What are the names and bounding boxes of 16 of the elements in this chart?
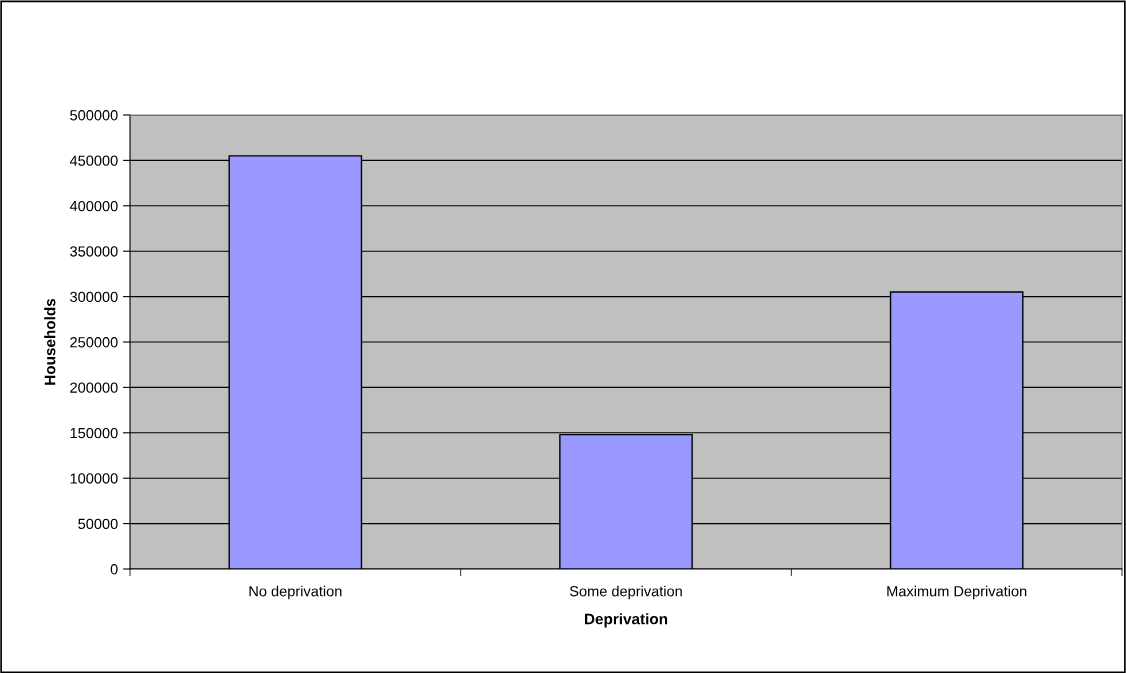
y-tick-label: 350000 — [70, 246, 118, 257]
y-tick-label: 450000 — [69, 155, 118, 166]
x-tick-label: No deprivation — [249, 585, 342, 600]
x-axis-title: Deprivation — [585, 613, 668, 628]
y-tick-label: 400000 — [69, 200, 118, 212]
y-tick-label: 250000 — [70, 337, 118, 348]
x-tick-label: Maximum Deprivation — [887, 585, 1027, 600]
y-tick-label: 150000 — [70, 427, 118, 439]
y-tick-label: 100000 — [70, 473, 118, 484]
y-tick-label: 200000 — [70, 382, 118, 393]
y-tick-label: 0 — [110, 564, 118, 575]
y-axis-title: Households — [44, 298, 56, 385]
x-tick-label: Some deprivation — [569, 585, 682, 600]
y-tick-label: 300000 — [70, 291, 118, 303]
y-tick-label: 500000 — [70, 110, 118, 121]
y-tick-label: 50000 — [78, 518, 118, 530]
